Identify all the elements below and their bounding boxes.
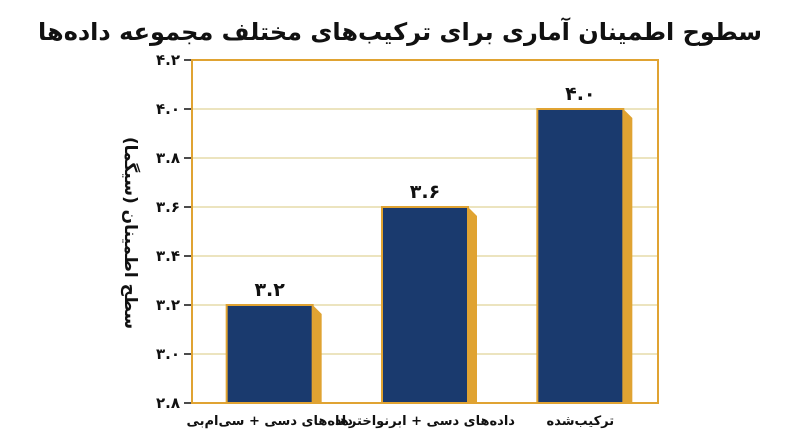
y-axis-label: سطح اطمینان (سیگما)	[120, 137, 141, 329]
chart-title: سطوح اطمینان آماری برای ترکیب‌های مختلف …	[38, 17, 762, 46]
y-axis-ticks: ۲.۸ ۳.۰ ۳.۲ ۳.۴ ۳.۶ ۳.۸ ۴.۰ ۴.۲	[156, 51, 192, 412]
bar-value-label: ۳.۶	[410, 181, 440, 203]
data-labels: ۳.۲ ۳.۶ ۴.۰	[254, 83, 595, 301]
x-category-label: داده‌های دسی + ابرنواخترها	[335, 414, 515, 429]
bar	[381, 206, 469, 404]
plot-frame	[191, 59, 659, 404]
y-tick-label: ۳.۰	[156, 345, 180, 363]
y-tick-label: ۳.۴	[156, 247, 180, 265]
y-tick-label: ۴.۲	[156, 51, 180, 69]
bar-shadow	[623, 109, 633, 403]
y-tick-label: ۴.۰	[156, 100, 180, 118]
bar-shadow	[312, 305, 322, 403]
y-tick-label: ۳.۲	[156, 296, 180, 314]
bar-value-label: ۴.۰	[565, 83, 595, 105]
bar	[536, 108, 625, 404]
y-tick-label: ۳.۸	[156, 149, 180, 167]
y-tick-label: ۳.۶	[156, 198, 180, 216]
bar-value-label: ۳.۲	[254, 279, 285, 301]
y-tick-label: ۲.۸	[156, 394, 180, 412]
bar	[225, 304, 314, 404]
bar-shadow	[468, 207, 477, 403]
bars	[225, 108, 633, 404]
x-category-label: داده‌های دسی + سی‌ام‌بی	[187, 414, 354, 429]
x-category-label: ترکیب‌شده	[547, 414, 615, 429]
